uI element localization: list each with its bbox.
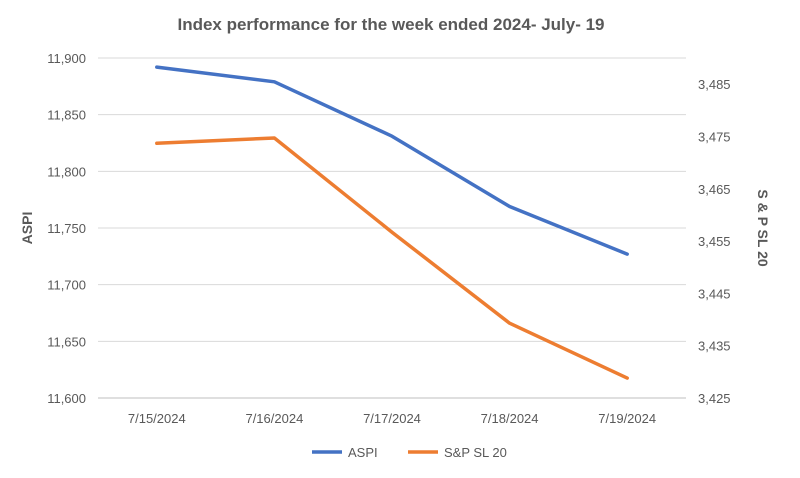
right-tick-label: 3,455: [698, 234, 731, 249]
legend-label: ASPI: [348, 445, 378, 460]
x-axis-ticks: 7/15/2024 7/16/2024 7/17/2024 7/18/2024 7/19…: [128, 411, 656, 426]
left-tick-label: 11,650: [47, 334, 86, 349]
left-axis-ticks: 11,600 11,650 11,700 11,750 11,800 11,850 11,9…: [47, 51, 86, 406]
left-tick-label: 11,600: [47, 391, 86, 406]
x-tick-label: 7/16/2024: [245, 411, 303, 426]
right-tick-label: 3,435: [698, 339, 731, 354]
left-tick-label: 11,700: [47, 278, 86, 293]
x-tick-label: 7/19/2024: [598, 411, 656, 426]
right-tick-label: 3,425: [698, 391, 731, 406]
series-line-sp-sl20: [157, 138, 627, 378]
left-tick-label: 11,750: [47, 221, 86, 236]
series-layer: [157, 67, 628, 378]
legend-label: S&P SL 20: [444, 445, 507, 460]
grid-layer: [98, 58, 686, 398]
right-tick-label: 3,485: [698, 77, 731, 92]
left-tick-label: 11,850: [47, 108, 86, 123]
right-axis-ticks: 3,425 3,435 3,445 3,455 3,465 3,475 3,485: [698, 77, 731, 406]
left-tick-label: 11,800: [47, 164, 86, 179]
x-tick-label: 7/15/2024: [128, 411, 186, 426]
right-tick-label: 3,465: [698, 182, 731, 197]
series-line-aspi: [157, 67, 627, 254]
x-tick-label: 7/17/2024: [363, 411, 421, 426]
left-axis-title: ASPI: [19, 212, 35, 245]
legend: ASPI S&P SL 20: [312, 445, 507, 460]
left-tick-label: 11,900: [47, 51, 86, 66]
right-tick-label: 3,445: [698, 286, 731, 301]
right-tick-label: 3,475: [698, 129, 731, 144]
x-tick-label: 7/18/2024: [481, 411, 539, 426]
right-axis-title: S & P SL 20: [755, 189, 771, 267]
chart-title: Index performance for the week ended 202…: [177, 15, 604, 34]
